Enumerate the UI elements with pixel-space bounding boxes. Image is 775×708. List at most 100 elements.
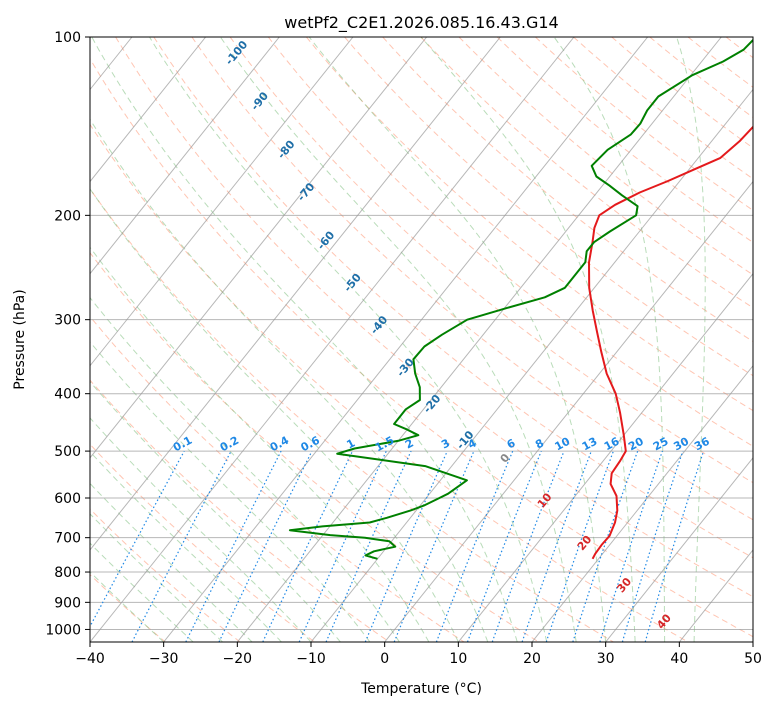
y-tick-label: 200 bbox=[54, 208, 81, 224]
mixing-ratio-label: 20 bbox=[626, 435, 646, 454]
dry-adiabat-line bbox=[458, 37, 753, 276]
moist-adiabat-line bbox=[420, 37, 636, 642]
mixing-ratio-line bbox=[521, 450, 592, 642]
mixing-ratio-line bbox=[364, 450, 448, 642]
temperature-profile-line bbox=[588, 125, 753, 560]
mixing-ratio-line bbox=[491, 450, 565, 642]
moist-adiabat-line bbox=[90, 451, 282, 642]
y-tick-label: 100 bbox=[54, 30, 81, 46]
moist-adiabat-line bbox=[308, 37, 607, 642]
mixing-ratio-label: 10 bbox=[553, 435, 573, 454]
x-tick-label: 20 bbox=[523, 651, 541, 667]
mixing-ratio-line bbox=[435, 450, 514, 642]
moist-adiabat-line bbox=[553, 37, 666, 642]
dry-adiabat-line bbox=[725, 37, 753, 59]
x-tick-label: 10 bbox=[449, 651, 467, 667]
dry-adiabat-line bbox=[344, 37, 753, 377]
y-tick-label: 1000 bbox=[45, 622, 81, 638]
dry-adiabat-label: 0 bbox=[498, 451, 513, 465]
y-tick-label: 900 bbox=[54, 595, 81, 611]
dry-adiabat-line bbox=[90, 123, 689, 642]
moist-adiabat-line bbox=[90, 246, 430, 642]
y-tick-label: 300 bbox=[54, 313, 81, 329]
dry-adiabat-line bbox=[90, 573, 166, 642]
mixing-ratio-line bbox=[599, 450, 663, 642]
mixing-ratio-line bbox=[545, 450, 614, 642]
dry-adiabat-label: -20 bbox=[421, 392, 444, 416]
isotherm-line bbox=[605, 457, 753, 642]
dry-adiabat-line bbox=[90, 508, 241, 642]
dry-adiabat-label: -60 bbox=[315, 228, 338, 252]
isotherm-line bbox=[752, 641, 753, 642]
dry-adiabat-line bbox=[687, 37, 753, 88]
mixing-ratio-label: 36 bbox=[692, 435, 712, 454]
mixing-ratio-line bbox=[325, 450, 412, 642]
dry-adiabat-line bbox=[90, 188, 614, 642]
mixing-ratio-line bbox=[466, 450, 542, 642]
x-tick-label: 30 bbox=[597, 651, 615, 667]
y-axis-label: Pressure (hPa) bbox=[12, 289, 28, 389]
mixing-ratio-label: 8 bbox=[533, 436, 546, 451]
x-tick-label: −20 bbox=[223, 651, 253, 667]
y-tick-label: 600 bbox=[54, 491, 81, 507]
dry-adiabat-line bbox=[267, 37, 753, 447]
isotherm-line bbox=[90, 37, 354, 367]
dewpoint-profile-line bbox=[288, 38, 753, 560]
dry-adiabat-line bbox=[90, 57, 753, 638]
moist-adiabat-line bbox=[219, 37, 577, 642]
dry-adiabat-label: -40 bbox=[368, 313, 391, 337]
background-lines bbox=[90, 37, 753, 642]
moist-adiabat-line bbox=[90, 188, 459, 642]
mixing-ratio-line bbox=[185, 450, 282, 642]
x-axis-label: Temperature (°C) bbox=[360, 681, 482, 697]
moist-adiabat-line bbox=[90, 296, 400, 642]
dry-adiabat-label: 10 bbox=[535, 490, 555, 510]
moist-adiabat-line bbox=[91, 37, 518, 642]
mixing-ratio-label: 13 bbox=[580, 435, 600, 454]
moist-adiabat-line bbox=[149, 37, 548, 642]
x-tick-label: −40 bbox=[75, 651, 105, 667]
mixing-ratio-line bbox=[572, 450, 639, 642]
dry-adiabat-line bbox=[90, 252, 540, 642]
isotherm-line bbox=[310, 88, 753, 642]
dry-adiabat-line bbox=[306, 37, 753, 412]
mixing-ratio-label: 6 bbox=[505, 436, 518, 451]
dry-adiabat-line bbox=[649, 37, 753, 119]
dry-adiabat-label: 40 bbox=[654, 611, 674, 631]
moist-adiabat-line bbox=[90, 571, 165, 642]
moist-adiabat-line bbox=[90, 513, 223, 642]
dry-adiabat-label: -90 bbox=[248, 89, 271, 113]
chart-title: wetPf2_C2E1.2026.085.16.43.G14 bbox=[284, 13, 558, 33]
y-tick-label: 800 bbox=[54, 565, 81, 581]
y-tick-label: 700 bbox=[54, 531, 81, 547]
dry-adiabat-line bbox=[153, 37, 753, 559]
dry-adiabat-line bbox=[90, 379, 390, 642]
isotherm-line bbox=[90, 37, 501, 551]
mixing-ratio-line bbox=[218, 450, 313, 642]
isotherm-line bbox=[236, 37, 722, 642]
mixing-ratio-line bbox=[90, 450, 185, 628]
isotherm-line bbox=[90, 37, 575, 642]
moist-adiabat-line bbox=[90, 341, 371, 642]
isotherm-line bbox=[384, 180, 753, 642]
x-tick-label: 50 bbox=[744, 651, 762, 667]
mixing-ratio-label: 2 bbox=[403, 436, 416, 451]
mixing-ratio-label: 16 bbox=[602, 435, 622, 454]
dry-adiabat-line bbox=[115, 37, 753, 598]
isotherm-line bbox=[90, 37, 280, 275]
mixing-ratio-line bbox=[262, 450, 354, 642]
mixing-ratio-line bbox=[393, 450, 475, 642]
moist-adiabat-line bbox=[90, 542, 194, 642]
dry-adiabat-line bbox=[382, 37, 753, 343]
mixing-ratio-line bbox=[621, 450, 684, 642]
dry-adiabat-line bbox=[420, 37, 753, 309]
dry-adiabat-label: -70 bbox=[295, 180, 318, 204]
isotherm-line bbox=[90, 37, 428, 459]
moist-adiabat-line bbox=[90, 417, 312, 642]
isotherm-line bbox=[90, 37, 207, 183]
x-tick-label: 0 bbox=[380, 651, 389, 667]
dry-adiabat-label: -80 bbox=[275, 138, 298, 162]
plot-frame bbox=[89, 36, 754, 643]
y-tick-label: 400 bbox=[54, 387, 81, 403]
